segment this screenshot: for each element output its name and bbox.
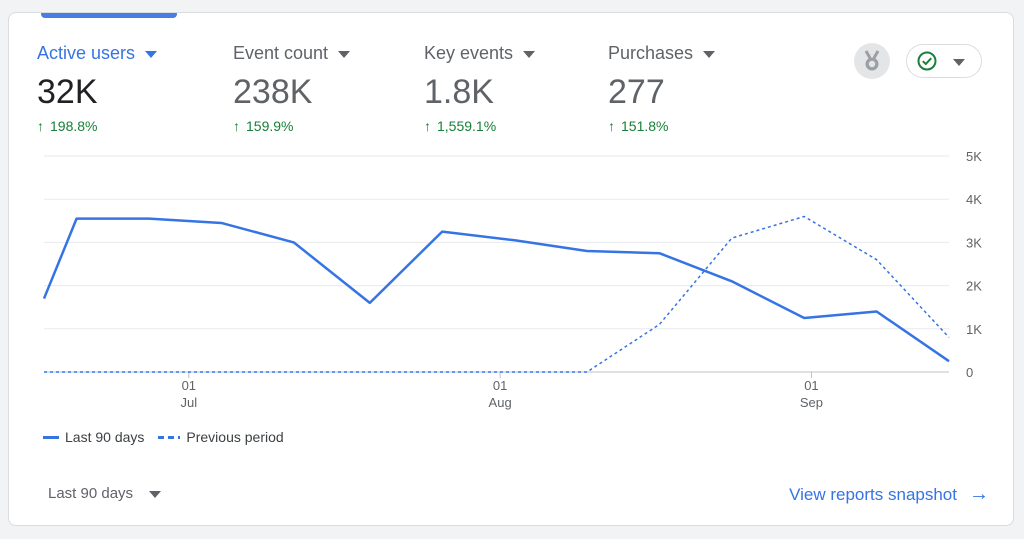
x-tick-day: 01 <box>182 378 196 393</box>
metric-label: Event count <box>233 43 329 63</box>
chevron-down-icon <box>953 58 965 66</box>
legend-current-label: Last 90 days <box>65 429 145 445</box>
legend-dashed-swatch <box>158 435 181 439</box>
metric-value: 1.8K <box>424 73 494 111</box>
view-reports-snapshot-link[interactable]: View reports snapshot → <box>789 483 989 506</box>
arrow-up-icon: ↑ <box>608 118 615 134</box>
legend-solid-swatch <box>43 435 59 439</box>
chevron-down-icon <box>703 51 716 58</box>
arrow-up-icon: ↑ <box>233 118 240 134</box>
x-tick-month: Jul <box>180 395 197 410</box>
chevron-down-icon <box>145 51 158 58</box>
date-range-select[interactable]: Last 90 days <box>48 485 162 502</box>
metric-label: Key events <box>424 43 514 63</box>
x-tick-month: Sep <box>800 395 823 410</box>
chart-series <box>42 215 950 373</box>
y-tick-label: 1K <box>966 322 982 337</box>
arrow-up-icon: ↑ <box>424 118 431 134</box>
date-range-label: Last 90 days <box>48 485 134 502</box>
metric-change: 198.8% <box>50 118 98 134</box>
y-tick-label: 3K <box>966 235 982 250</box>
x-tick-month: Aug <box>489 395 512 410</box>
x-tick-day: 01 <box>493 378 507 393</box>
medal-button[interactable] <box>854 43 890 79</box>
y-axis-labels: 0 1K 2K 3K 4K 5K <box>966 149 982 380</box>
chart-legend: Last 90 days Previous period <box>43 429 298 445</box>
status-dropdown[interactable] <box>906 44 982 78</box>
chevron-down-icon <box>338 51 351 58</box>
overview-card: Active users 32K ↑ 198.8% Event count 238… <box>8 12 1014 526</box>
metric-key-events[interactable]: Key events 1.8K ↑ 1,559.1% <box>424 43 536 134</box>
metric-label: Active users <box>37 43 136 63</box>
metric-value: 32K <box>37 73 98 111</box>
y-tick-label: 2K <box>966 279 982 294</box>
legend-item-previous[interactable]: Previous period <box>158 429 284 445</box>
check-circle-icon <box>917 51 937 71</box>
y-tick-label: 5K <box>966 149 982 164</box>
metric-active-users[interactable]: Active users 32K ↑ 198.8% <box>37 43 158 134</box>
x-tick-day: 01 <box>804 378 818 393</box>
y-tick-label: 0 <box>966 365 973 380</box>
arrow-right-icon: → <box>969 483 989 505</box>
metric-change: 1,559.1% <box>437 118 497 134</box>
active-tab-indicator <box>41 13 177 18</box>
metric-change: 151.8% <box>621 118 669 134</box>
metric-value: 277 <box>608 73 665 111</box>
legend-item-current[interactable]: Last 90 days <box>43 429 144 445</box>
metric-value: 238K <box>233 73 313 111</box>
series-line-previous-period <box>44 215 950 373</box>
chart-grid <box>44 155 949 373</box>
y-tick-label: 4K <box>966 192 982 207</box>
arrow-up-icon: ↑ <box>37 118 44 134</box>
view-link-label: View reports snapshot <box>789 484 957 504</box>
chevron-down-icon <box>149 491 162 498</box>
metric-label: Purchases <box>608 43 694 63</box>
line-chart: 0 1K 2K 3K 4K 5K 01 Jul 01 Aug 01 Sep <box>42 149 982 410</box>
x-axis-labels: 01 Jul 01 Aug 01 Sep <box>180 372 823 410</box>
series-line-last-90-days <box>42 217 950 363</box>
metric-change: 159.9% <box>246 118 294 134</box>
chevron-down-icon <box>523 51 536 58</box>
legend-previous-label: Previous period <box>186 429 284 445</box>
medal-icon <box>864 50 880 71</box>
metric-purchases[interactable]: Purchases 277 ↑ 151.8% <box>608 43 716 134</box>
metric-event-count[interactable]: Event count 238K ↑ 159.9% <box>233 43 351 134</box>
